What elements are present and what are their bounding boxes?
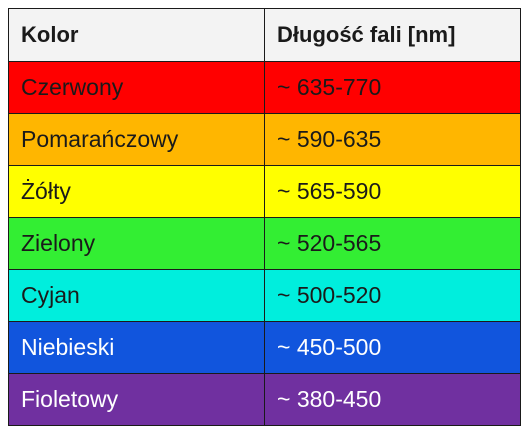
table-row: Żółty ~ 565-590 — [8, 165, 521, 218]
color-name-cell: Czerwony — [8, 61, 265, 114]
color-name-cell: Niebieski — [8, 321, 265, 374]
color-name-cell: Cyjan — [8, 269, 265, 322]
table-row: Czerwony ~ 635-770 — [8, 61, 521, 114]
wavelength-cell: ~ 590-635 — [264, 113, 521, 166]
wavelength-cell: ~ 635-770 — [264, 61, 521, 114]
color-name-cell: Fioletowy — [8, 373, 265, 426]
table-row: Zielony ~ 520-565 — [8, 217, 521, 270]
color-name-cell: Zielony — [8, 217, 265, 270]
table-row: Cyjan ~ 500-520 — [8, 269, 521, 322]
color-name-cell: Żółty — [8, 165, 265, 218]
wavelength-cell: ~ 520-565 — [264, 217, 521, 270]
color-wavelength-table: Kolor Długość fali [nm] Czerwony ~ 635-7… — [8, 8, 521, 426]
wavelength-cell: ~ 500-520 — [264, 269, 521, 322]
table-row: Niebieski ~ 450-500 — [8, 321, 521, 374]
header-color: Kolor — [8, 8, 265, 62]
wavelength-cell: ~ 450-500 — [264, 321, 521, 374]
table-row: Fioletowy ~ 380-450 — [8, 373, 521, 426]
wavelength-cell: ~ 565-590 — [264, 165, 521, 218]
table-header-row: Kolor Długość fali [nm] — [8, 8, 521, 62]
header-wavelength: Długość fali [nm] — [264, 8, 521, 62]
table-row: Pomarańczowy ~ 590-635 — [8, 113, 521, 166]
color-name-cell: Pomarańczowy — [8, 113, 265, 166]
color-wavelength-table-container: Kolor Długość fali [nm] Czerwony ~ 635-7… — [8, 8, 521, 426]
wavelength-cell: ~ 380-450 — [264, 373, 521, 426]
